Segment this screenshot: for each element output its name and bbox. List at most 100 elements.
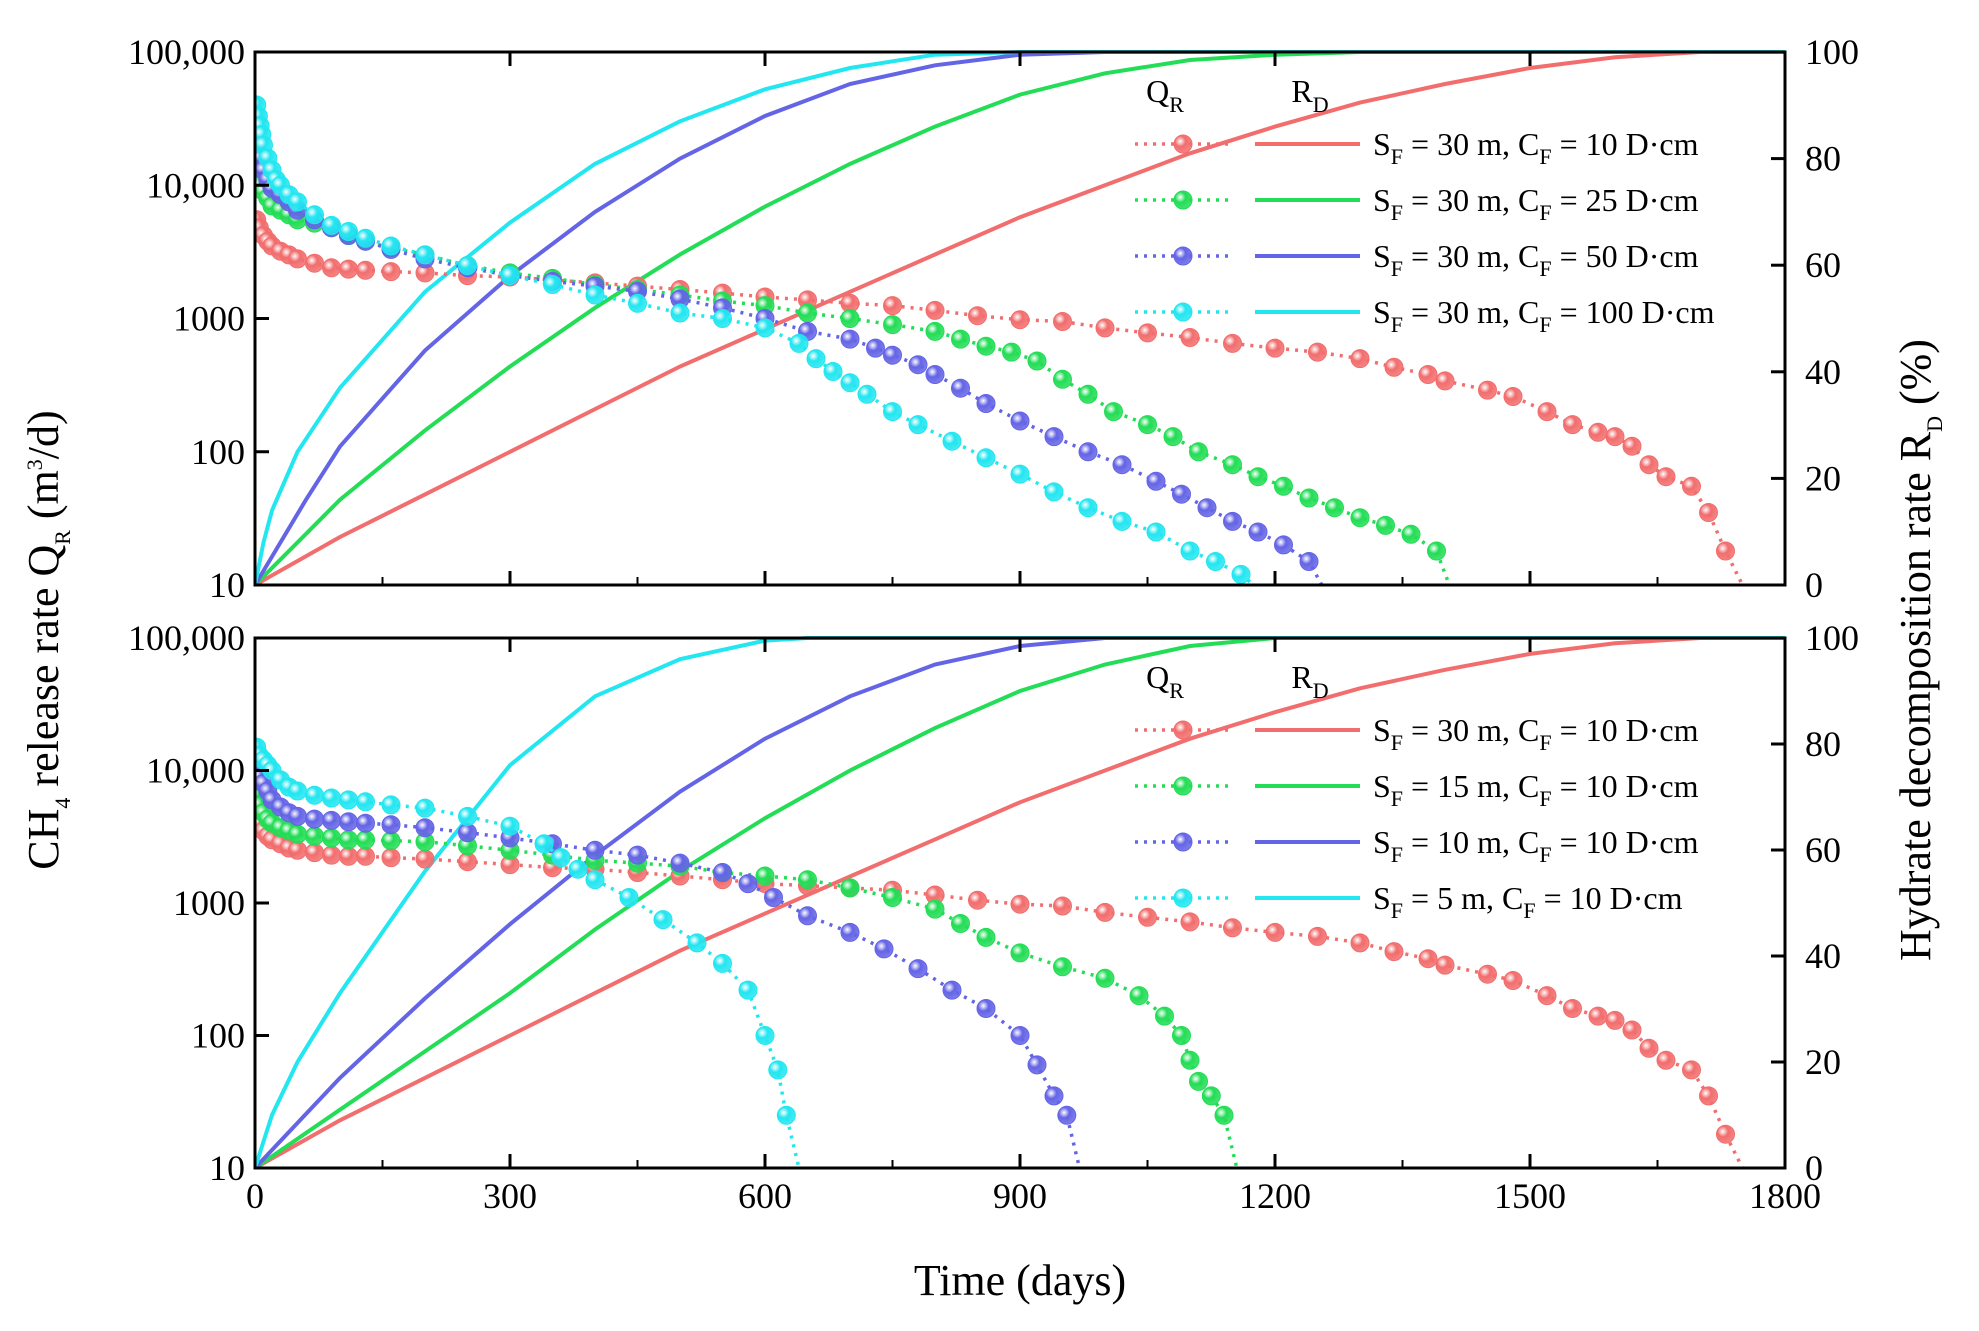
qr-point-top-3-32 xyxy=(942,431,962,451)
qr-point-top-2-26 xyxy=(908,355,928,375)
legend-qr-marker-1 xyxy=(1173,190,1193,210)
rd-line-bottom-2 xyxy=(255,636,1785,1170)
axes-bottom: 0 300 600 900 1200 1500 180010100100010,000100… xyxy=(128,618,1859,1216)
qr-point-top-3-31 xyxy=(908,415,928,435)
qr-point-bottom-1-26 xyxy=(951,914,970,933)
qr-point-bottom-0-50 xyxy=(1716,1124,1735,1144)
qr-point-top-0-49 xyxy=(1699,503,1718,522)
qr-point-bottom-1-10 xyxy=(339,830,358,850)
qr-point-top-1-43 xyxy=(1401,524,1421,544)
qr-point-top-3-13 xyxy=(339,222,358,241)
qr-point-top-1-44 xyxy=(1427,541,1446,561)
qr-point-bottom-2-13 xyxy=(415,818,435,838)
y-right-tick-label-bottom-5: 100 xyxy=(1805,618,1859,658)
qr-point-top-1-41 xyxy=(1350,508,1370,528)
qr-point-top-0-32 xyxy=(1223,333,1242,353)
qr-point-top-3-28 xyxy=(840,373,860,393)
qr-point-top-0-26 xyxy=(968,306,987,326)
qr-point-top-3-19 xyxy=(543,275,562,294)
qr-point-top-0-25 xyxy=(925,300,945,320)
qr-point-top-3-17 xyxy=(458,256,477,275)
qr-point-top-1-24 xyxy=(883,315,902,335)
qr-point-bottom-0-37 xyxy=(1418,949,1438,969)
qr-point-top-2-23 xyxy=(840,329,860,349)
y-axis-right-title: Hydrate decomposition rate RD (%) xyxy=(1891,339,1947,961)
qr-point-top-0-35 xyxy=(1350,349,1370,369)
qr-point-top-0-33 xyxy=(1265,338,1285,358)
qr-point-bottom-3-18 xyxy=(568,859,588,879)
qr-point-top-2-40 xyxy=(1299,552,1319,571)
qr-point-bottom-2-10 xyxy=(339,812,358,832)
qr-point-bottom-1-37 xyxy=(1214,1105,1234,1125)
qr-point-top-3-21 xyxy=(628,293,647,313)
qr-point-bottom-3-22 xyxy=(687,933,707,953)
qr-point-top-0-46 xyxy=(1639,455,1659,475)
y-left-tick-label-bottom-0: 10 xyxy=(209,1148,245,1188)
qr-point-top-0-40 xyxy=(1503,387,1523,406)
qr-point-top-1-36 xyxy=(1223,455,1242,475)
legend-header-rd: RD xyxy=(1291,659,1328,703)
qr-point-top-3-11 xyxy=(305,205,324,225)
y-right-tick-label-top-1: 20 xyxy=(1805,458,1841,498)
qr-point-bottom-2-7 xyxy=(288,806,307,826)
legend-label-2: SF = 10 m, CF = 10 D·cm xyxy=(1373,824,1699,867)
legend-label-3: SF = 5 m, CF = 10 D·cm xyxy=(1373,880,1683,923)
panel-top: 10 100 1000 10,000 100,000 0 20 40 60 80 100 QR RD S… xyxy=(128,32,1859,605)
qr-point-bottom-2-17 xyxy=(585,840,605,860)
qr-point-bottom-3-8 xyxy=(305,785,324,805)
qr-point-bottom-0-42 xyxy=(1563,999,1582,1018)
qr-point-top-3-14 xyxy=(356,228,375,248)
qr-point-top-1-32 xyxy=(1104,402,1123,422)
y-left-tick-label-top-3: 10,000 xyxy=(146,165,245,205)
qr-point-top-0-7 xyxy=(288,249,307,269)
qr-point-bottom-0-45 xyxy=(1622,1020,1642,1040)
qr-point-bottom-3-26 xyxy=(768,1060,788,1080)
rd-line-bottom-0 xyxy=(255,636,1785,1170)
qr-point-top-0-45 xyxy=(1622,436,1642,456)
rd-line-bottom-3 xyxy=(255,636,1785,1169)
qr-point-top-1-37 xyxy=(1248,467,1268,487)
qr-point-bottom-2-30 xyxy=(1027,1055,1047,1075)
qr-point-bottom-2-20 xyxy=(713,863,732,882)
qr-point-top-0-43 xyxy=(1588,422,1608,442)
qr-point-top-1-26 xyxy=(951,329,970,349)
qr-point-top-0-27 xyxy=(1010,310,1030,330)
plot-area-bottom xyxy=(255,636,1785,1170)
legend-qr-marker-3 xyxy=(1173,888,1193,908)
qr-point-bottom-2-18 xyxy=(628,845,647,865)
y-right-tick-label-bottom-2: 40 xyxy=(1805,936,1841,976)
rd-line-top-0 xyxy=(255,50,1785,587)
plot-area-top xyxy=(255,50,1785,587)
qr-point-bottom-0-12 xyxy=(381,848,401,868)
legend-qr-marker-2 xyxy=(1173,246,1193,266)
qr-point-top-0-42 xyxy=(1563,415,1582,435)
qr-point-bottom-3-20 xyxy=(619,888,639,907)
qr-point-top-0-44 xyxy=(1605,427,1625,447)
qr-point-top-0-47 xyxy=(1656,467,1676,487)
qr-point-top-2-25 xyxy=(883,345,902,365)
y-left-tick-label-bottom-2: 1000 xyxy=(173,883,245,923)
qr-point-bottom-0-33 xyxy=(1265,922,1285,942)
qr-point-bottom-1-25 xyxy=(925,899,945,919)
qr-point-bottom-1-12 xyxy=(381,831,401,851)
qr-point-top-1-39 xyxy=(1299,488,1319,508)
legend-header-qr: QR xyxy=(1146,659,1184,703)
qr-point-bottom-1-33 xyxy=(1172,1026,1191,1045)
qr-point-bottom-1-23 xyxy=(840,878,860,898)
qr-point-top-3-24 xyxy=(755,318,775,338)
qr-point-bottom-2-31 xyxy=(1044,1086,1064,1106)
qr-point-top-3-23 xyxy=(713,309,732,328)
qr-point-bottom-1-30 xyxy=(1095,968,1115,988)
y-right-tick-label-bottom-0: 0 xyxy=(1805,1148,1823,1188)
qr-point-top-1-30 xyxy=(1053,369,1072,389)
qr-point-top-3-36 xyxy=(1078,498,1098,518)
y-left-tick-label-bottom-1: 100 xyxy=(191,1016,245,1056)
legend-label-3: SF = 30 m, CF = 100 D·cm xyxy=(1373,294,1715,337)
qr-point-bottom-0-29 xyxy=(1095,902,1115,922)
y-right-tick-label-top-0: 0 xyxy=(1805,565,1823,605)
y-right-tick-label-top-5: 100 xyxy=(1805,32,1859,72)
qr-point-bottom-2-29 xyxy=(1010,1026,1030,1045)
qr-point-bottom-2-19 xyxy=(670,853,690,873)
qr-point-top-2-35 xyxy=(1172,484,1191,504)
